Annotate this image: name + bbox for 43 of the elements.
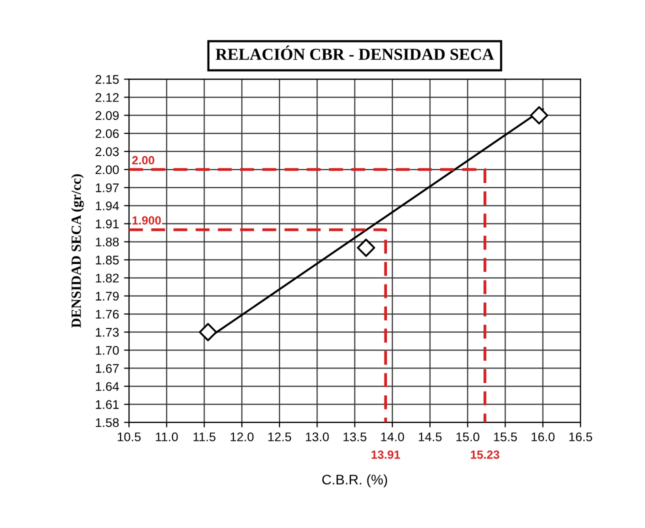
y-tick-label: 1.82 [96, 274, 119, 283]
x-tick-label: 15.0 [456, 432, 480, 442]
x-tick-label: 13.0 [306, 432, 329, 442]
y-tick-label: 1.76 [96, 310, 119, 319]
point [356, 238, 376, 257]
y-tick-label: 1.61 [96, 400, 119, 409]
x-tick-label: 13.5 [344, 432, 366, 442]
x-tick-label: 11.0 [156, 432, 178, 442]
x-tick-label: 15.5 [494, 432, 517, 442]
y-tick-label: 1.88 [96, 238, 119, 246]
x-tick-label: 12.0 [230, 432, 254, 442]
point [530, 106, 548, 124]
point [198, 322, 218, 342]
x-tick-label: 14.5 [418, 432, 442, 442]
x-tick-label: 11.5 [194, 432, 216, 442]
annotation: 1.900 [132, 216, 161, 225]
y-tick-label: 1.58 [96, 418, 119, 428]
annotation: 13.91 [372, 450, 400, 459]
y-axis-title: DENSIDAD SECA (gr/cc) [71, 174, 84, 328]
x-tick-label: 14.0 [381, 432, 404, 442]
y-tick-label: 2.15 [96, 75, 119, 84]
y-tick-label: 1.85 [96, 256, 119, 264]
y-tick-label: 2.06 [96, 129, 119, 138]
annotation: 2.00 [132, 156, 154, 164]
x-tick-label: 12.5 [268, 432, 292, 442]
y-tick-label: 2.12 [96, 93, 119, 102]
y-tick-label: 1.94 [96, 201, 119, 210]
x-tick-label: 16.5 [569, 432, 592, 442]
y-tick-label: 1.64 [96, 382, 119, 391]
y-tick-label: 2.03 [96, 147, 119, 156]
y-tick-label: 2.09 [96, 111, 119, 120]
y-tick-label: 1.73 [96, 328, 119, 337]
y-tick-label: 1.97 [96, 183, 119, 192]
x-tick-label: 10.5 [118, 432, 141, 442]
x-tick-label: 16.0 [532, 432, 555, 442]
y-tick-label: 2.00 [96, 165, 119, 174]
x-axis-title: C.B.R. (%) [322, 474, 388, 488]
y-tick-label: 1.67 [96, 364, 119, 373]
annotation: 15.23 [470, 450, 500, 459]
y-tick-label: 1.70 [96, 346, 119, 355]
y-tick-label: 1.79 [96, 292, 119, 301]
chart-title: RELACIÓN CBR - DENSIDAD SECA [216, 46, 494, 60]
y-tick-label: 1.91 [96, 220, 119, 228]
